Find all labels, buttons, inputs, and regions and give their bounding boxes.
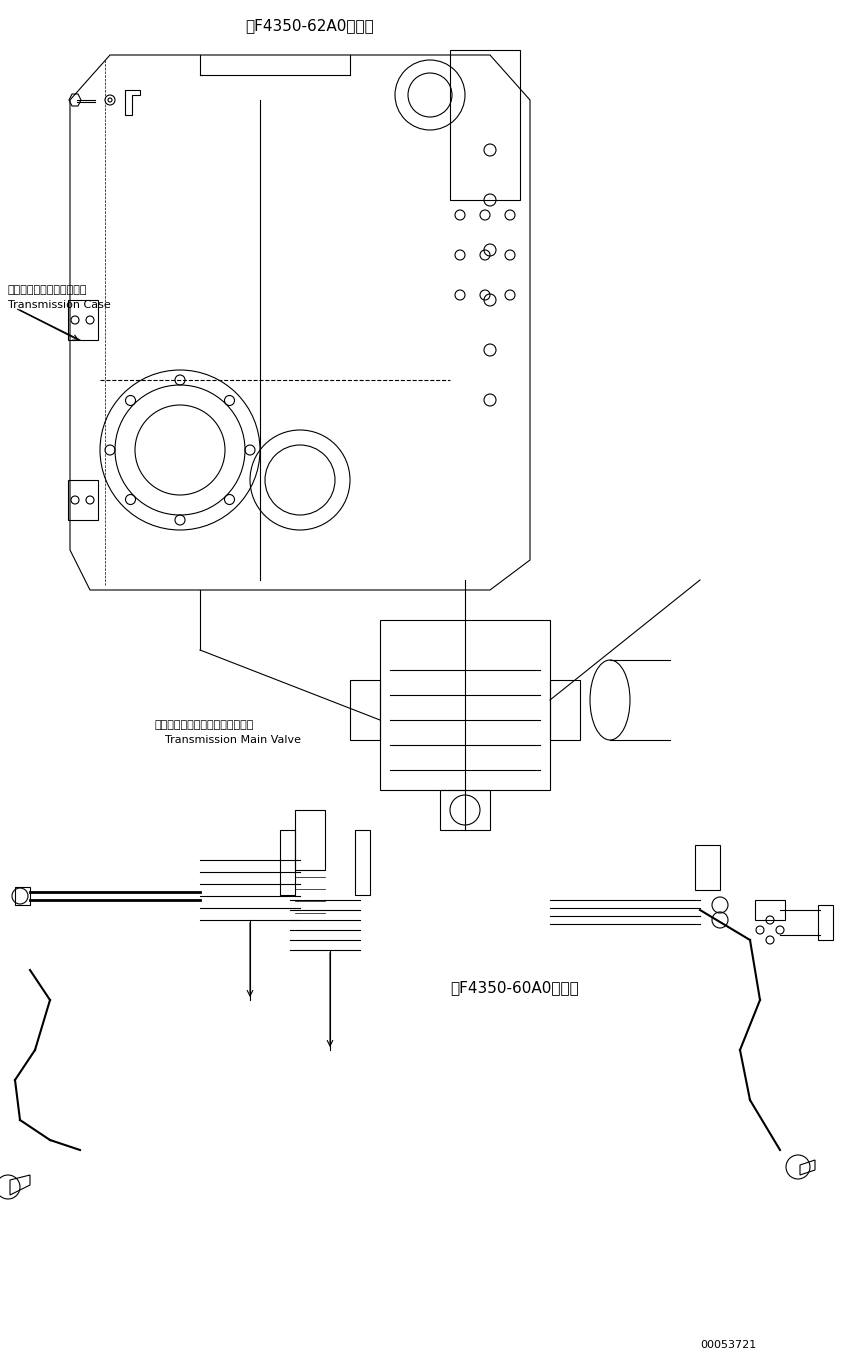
Bar [695, 845, 720, 890]
Bar [295, 810, 325, 871]
Text: 第F4350-60A0図参照: 第F4350-60A0図参照 [450, 980, 579, 995]
Bar [68, 300, 98, 340]
Bar [380, 620, 550, 791]
Bar [755, 900, 785, 919]
Bar [450, 50, 520, 199]
Text: トランスミッションケース: トランスミッションケース [8, 285, 88, 296]
Text: 00053721: 00053721 [700, 1340, 756, 1351]
Bar [350, 679, 380, 740]
Text: Transmission Case: Transmission Case [8, 300, 111, 311]
Text: Transmission Main Valve: Transmission Main Valve [165, 735, 301, 744]
Bar [280, 830, 295, 895]
Bar [818, 904, 833, 940]
Bar [440, 791, 490, 830]
Bar [68, 480, 98, 519]
Bar [550, 679, 580, 740]
Bar [355, 830, 370, 895]
Text: 第F4350-62A0図参照: 第F4350-62A0図参照 [246, 18, 374, 33]
Text: トランスミッションメインバルブ: トランスミッションメインバルブ [155, 720, 254, 730]
Bar [15, 887, 30, 904]
